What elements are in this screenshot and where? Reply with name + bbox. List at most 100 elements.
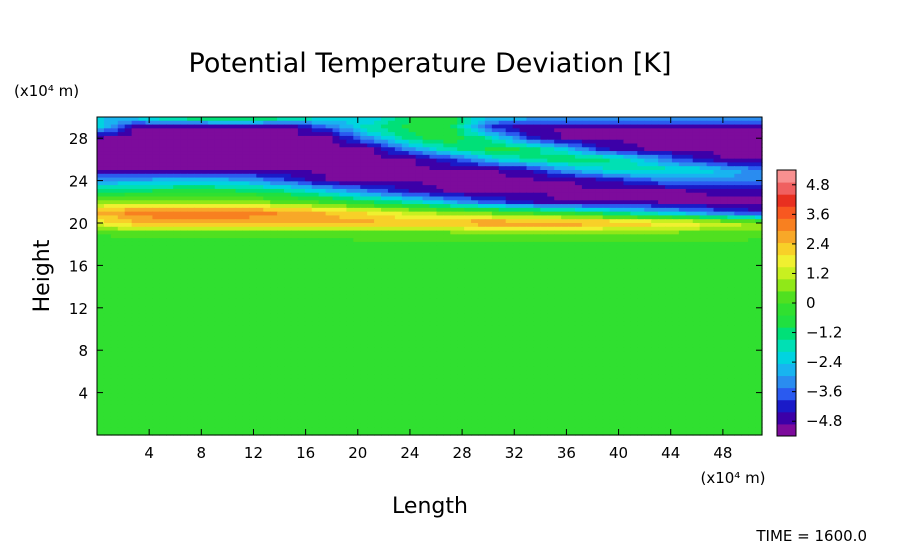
heatmap-cell (415, 306, 424, 311)
heatmap-cell (387, 151, 396, 156)
heatmap-cell (457, 132, 465, 137)
heatmap-cell (187, 166, 195, 171)
heatmap-cell (117, 143, 126, 148)
heatmap-cell (166, 283, 174, 288)
heatmap-cell (131, 128, 140, 133)
heatmap-cell (554, 268, 562, 273)
heatmap-cell (644, 302, 652, 307)
heatmap-cell (152, 128, 160, 133)
heatmap-cell (284, 158, 292, 164)
heatmap-cell (318, 272, 327, 277)
heatmap-cell (166, 230, 174, 235)
heatmap-cell (491, 135, 500, 141)
heatmap-cell (152, 245, 160, 251)
heatmap-cell (346, 185, 354, 190)
heatmap-cell (311, 294, 320, 300)
heatmap-cell (180, 234, 188, 239)
heatmap-cell (595, 310, 604, 315)
heatmap-cell (630, 279, 638, 285)
heatmap-cell (117, 268, 126, 273)
heatmap-cell (159, 257, 167, 262)
heatmap-cell (644, 287, 652, 292)
heatmap-cell (207, 294, 216, 300)
heatmap-cell (498, 204, 507, 209)
heatmap-cell (415, 223, 424, 228)
heatmap-cell (581, 260, 590, 266)
heatmap-cell (678, 302, 687, 307)
heatmap-cell (311, 211, 320, 217)
heatmap-cell (484, 294, 493, 300)
heatmap-cell (755, 154, 763, 160)
heatmap-cell (720, 139, 728, 145)
heatmap-cell (685, 276, 694, 281)
heatmap-cell (304, 260, 313, 266)
heatmap-cell (360, 177, 368, 182)
heatmap-cell (512, 185, 521, 190)
heatmap-cell (374, 264, 382, 270)
heatmap-cell (547, 170, 555, 175)
heatmap-cell (547, 188, 555, 194)
heatmap-cell (616, 158, 625, 164)
heatmap-cell (249, 166, 257, 171)
heatmap-cell (353, 238, 361, 243)
heatmap-cell (394, 188, 403, 194)
heatmap-cell (256, 181, 264, 186)
heatmap-cell (616, 223, 625, 228)
heatmap-cell (713, 215, 722, 220)
heatmap-cell (360, 158, 368, 164)
heatmap-cell (166, 151, 174, 156)
heatmap-cell (588, 215, 597, 220)
heatmap-cell (103, 230, 112, 235)
heatmap-cell (387, 207, 396, 213)
heatmap-cell (623, 215, 631, 220)
heatmap-cell (159, 200, 167, 205)
heatmap-cell (734, 310, 742, 315)
heatmap-cell (602, 298, 611, 304)
heatmap-cell (561, 253, 569, 258)
heatmap-cell (138, 238, 147, 243)
heatmap-cell (360, 170, 368, 175)
heatmap-cell (277, 310, 285, 315)
heatmap-cell (595, 185, 604, 190)
heatmap-cell (692, 139, 701, 145)
heatmap-cell (145, 276, 154, 281)
heatmap-cell (706, 128, 715, 133)
heatmap-cell (138, 192, 147, 198)
heatmap-cell (311, 128, 320, 133)
heatmap-cell (477, 283, 486, 288)
heatmap-cell (602, 264, 611, 270)
heatmap-cell (665, 310, 673, 315)
heatmap-cell (401, 132, 410, 137)
heatmap-cell (512, 272, 521, 277)
heatmap-cell (394, 306, 403, 311)
heatmap-cell (311, 117, 320, 122)
heatmap-cell (422, 310, 431, 315)
heatmap-cell (464, 298, 472, 304)
heatmap-cell (471, 215, 479, 220)
heatmap-cell (609, 192, 618, 198)
heatmap-cell (533, 147, 541, 152)
heatmap-cell (249, 135, 257, 141)
heatmap-cell (387, 188, 396, 194)
heatmap-cell (249, 147, 257, 152)
heatmap-cell (658, 268, 666, 273)
heatmap-cell (436, 120, 444, 126)
heatmap-cell (436, 310, 444, 315)
heatmap-cell (415, 211, 424, 217)
heatmap-cell (394, 151, 403, 156)
heatmap-cell (159, 154, 167, 160)
heatmap-cell (678, 132, 687, 137)
heatmap-cell (685, 166, 694, 171)
heatmap-cell (755, 249, 763, 254)
heatmap-cell (658, 151, 666, 156)
heatmap-cell (207, 135, 216, 141)
heatmap-cell (491, 128, 500, 133)
heatmap-cell (678, 177, 687, 182)
heatmap-cell (332, 234, 341, 239)
heatmap-cell (554, 173, 562, 179)
heatmap-cell (602, 154, 611, 160)
heatmap-cell (124, 132, 133, 137)
heatmap-cell (311, 302, 320, 307)
heatmap-cell (574, 291, 583, 296)
heatmap-cell (173, 264, 181, 270)
